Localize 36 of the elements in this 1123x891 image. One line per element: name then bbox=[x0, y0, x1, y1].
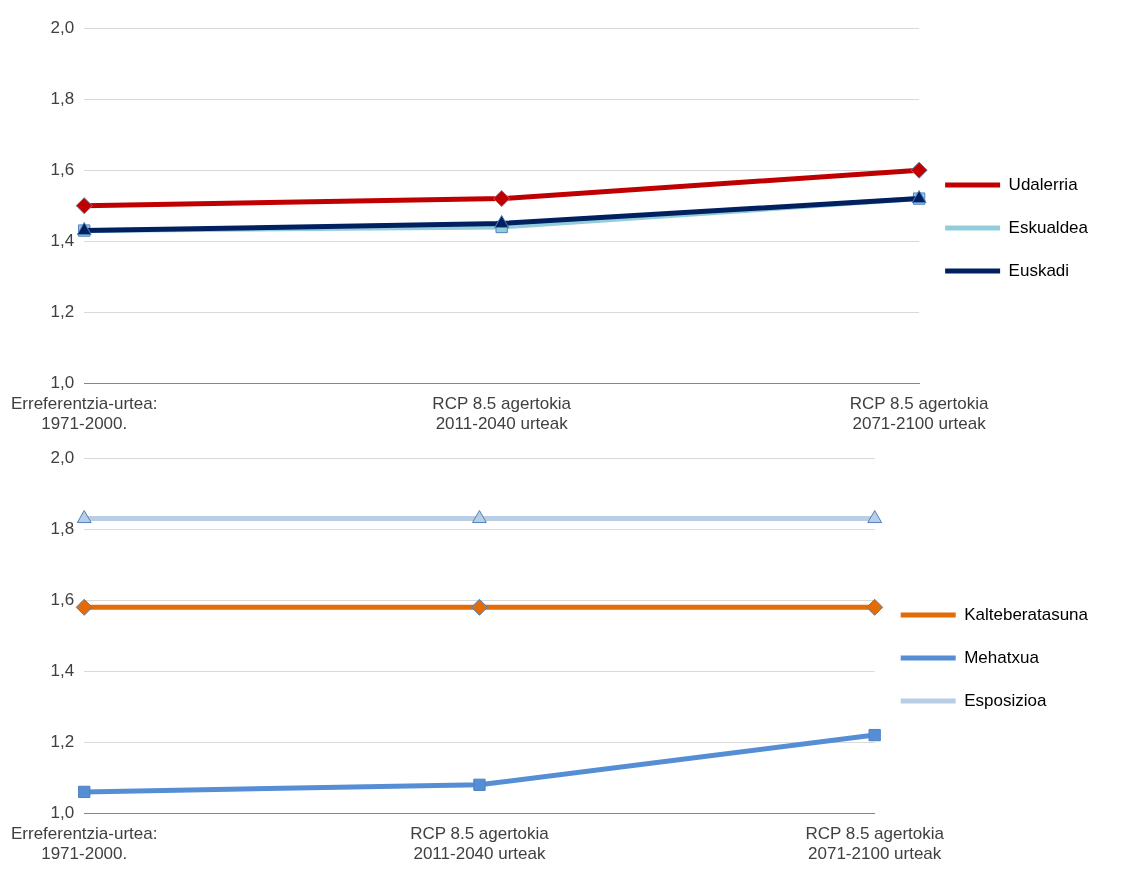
point bbox=[78, 785, 91, 799]
y-tick-label: 1,2 bbox=[50, 301, 75, 321]
y-tick-label: 2,0 bbox=[50, 17, 75, 37]
point bbox=[75, 197, 93, 215]
x-tick-label: Erreferentzia-urtea: 1971-2000. bbox=[11, 824, 158, 864]
point bbox=[493, 190, 511, 208]
y-tick-label: 1,0 bbox=[50, 372, 75, 392]
point bbox=[868, 728, 881, 742]
point bbox=[76, 510, 92, 524]
point bbox=[470, 598, 488, 616]
legend-label: Eskualdea bbox=[1008, 217, 1089, 237]
legend-label: Kalteberatasuna bbox=[964, 604, 1089, 624]
y-tick-label: 1,6 bbox=[50, 159, 75, 179]
x-tick-label: RCP 8.5 agertokia 2071-2100 urteak bbox=[849, 394, 989, 434]
legend-label: Euskadi bbox=[1008, 260, 1070, 280]
y-tick-label: 1,4 bbox=[50, 230, 75, 250]
y-tick-label: 1,6 bbox=[50, 589, 75, 609]
y-tick-label: 1,8 bbox=[50, 88, 75, 108]
point bbox=[473, 778, 486, 791]
x-tick-label: RCP 8.5 agertokia 2011-2040 urteak bbox=[432, 394, 572, 434]
legend-label: Mehatxua bbox=[964, 647, 1040, 667]
point bbox=[910, 161, 928, 179]
x-tick-label: RCP 8.5 agertokia 2011-2040 urteak bbox=[410, 824, 550, 864]
y-tick-label: 1,0 bbox=[50, 802, 75, 822]
y-tick-label: 1,2 bbox=[50, 731, 75, 751]
y-tick-label: 1,4 bbox=[50, 660, 75, 680]
point bbox=[472, 510, 487, 524]
legend-label: Esposizioa bbox=[964, 690, 1047, 710]
point bbox=[866, 598, 884, 616]
x-tick-label: RCP 8.5 agertokia 2071-2100 urteak bbox=[805, 824, 945, 864]
point bbox=[75, 598, 93, 616]
point bbox=[867, 510, 883, 524]
legend-label: Udalerria bbox=[1008, 174, 1079, 194]
y-tick-label: 1,8 bbox=[50, 518, 75, 538]
x-tick-label: Erreferentzia-urtea: 1971-2000. bbox=[11, 394, 158, 434]
y-tick-label: 2,0 bbox=[50, 447, 75, 467]
